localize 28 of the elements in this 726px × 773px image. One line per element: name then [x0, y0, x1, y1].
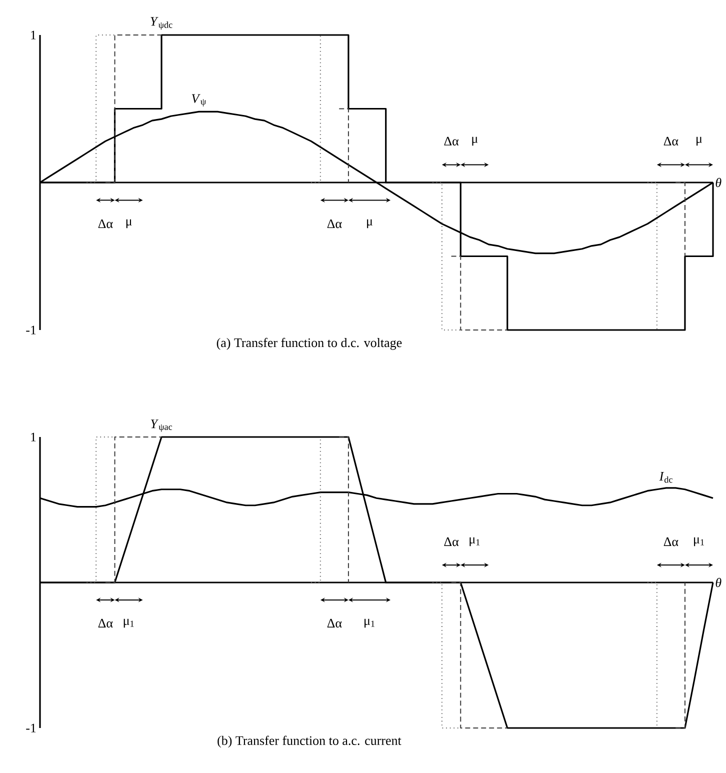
annotation: Δα: [98, 219, 113, 228]
annotation: Δα: [664, 537, 678, 546]
annotation: μ$_{1}$: [694, 537, 704, 546]
series-label: Y$_{ψac}$: [150, 420, 172, 432]
text: (b) Transfer function to a.c. current: [218, 736, 402, 748]
x-axis-title: θ: [716, 178, 722, 188]
annotation: Δα: [327, 618, 342, 628]
text: (a) Transfer function to d.c. voltage: [216, 338, 402, 350]
annotation: Δα: [98, 618, 113, 628]
annotation: Δα: [327, 219, 342, 228]
annotation: μ$_{1}$: [124, 618, 134, 628]
y-tick-label: 1: [31, 432, 36, 442]
annotation: μ: [367, 219, 372, 228]
annotation: Δα: [444, 136, 459, 146]
annotation: μ: [696, 136, 702, 146]
x-axis-title: θ: [716, 578, 722, 588]
annotation: μ$_{1}$: [364, 618, 374, 628]
y-tick-label: -1: [26, 724, 36, 732]
annotation: μ$_{1}$: [470, 537, 480, 546]
series-label: V$_{ψ}$: [192, 94, 206, 107]
annotation: μ: [126, 219, 132, 228]
series-label: I$_{dc}$: [659, 472, 672, 483]
y-tick-label: -1: [26, 326, 36, 334]
annotation: Δα: [664, 136, 678, 146]
series-label: Y$_{ψdc}$: [150, 17, 172, 30]
y-tick-label: 1: [31, 30, 36, 40]
annotation: μ: [472, 136, 478, 146]
annotation: Δα: [444, 537, 459, 546]
